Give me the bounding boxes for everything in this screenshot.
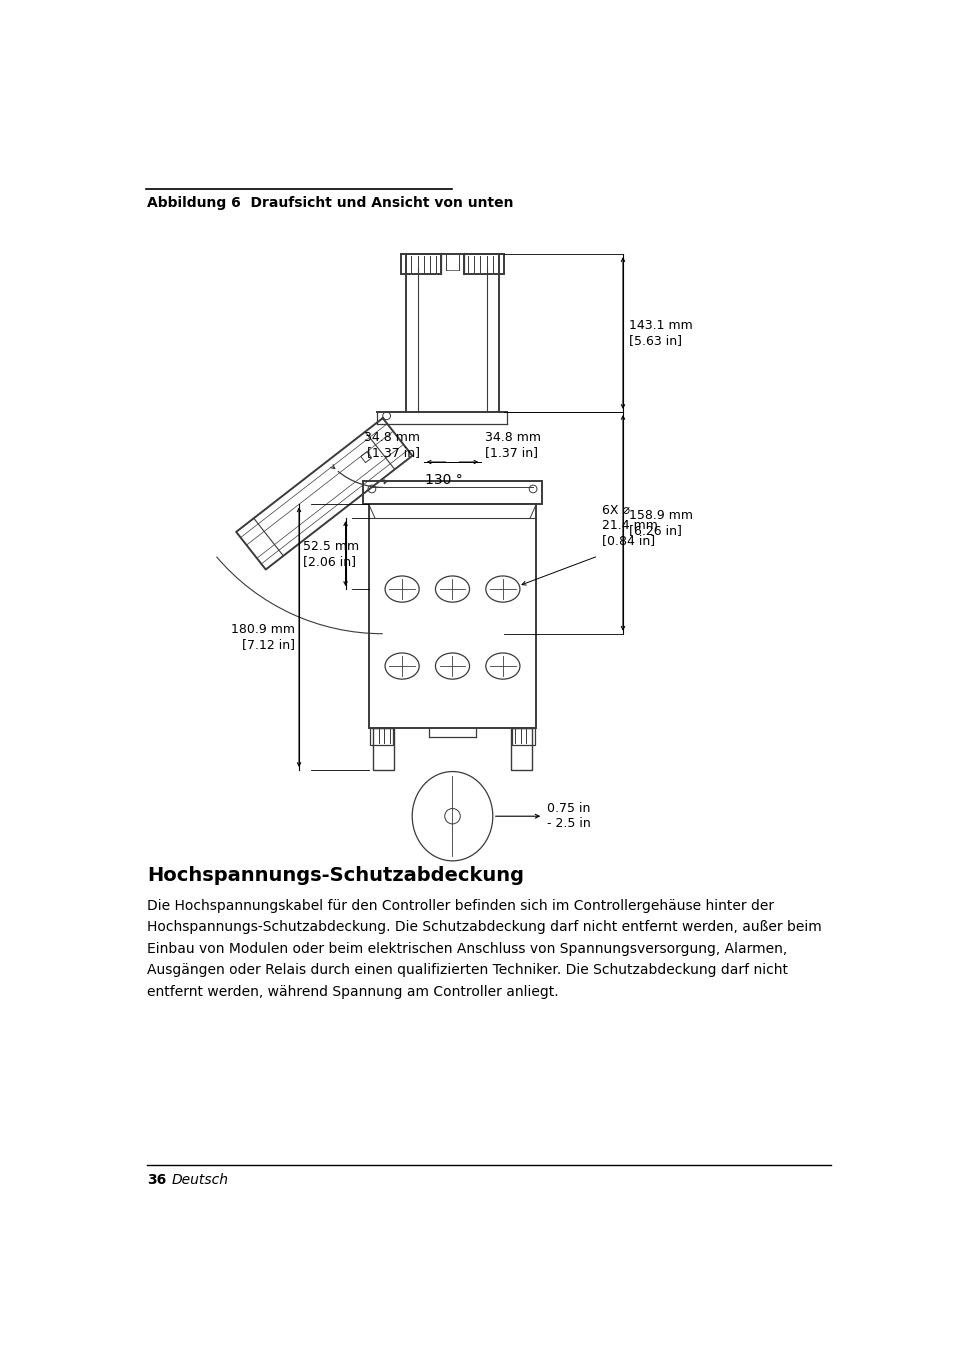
Bar [370,727,393,745]
Text: 130 °: 130 ° [425,473,462,486]
Text: 180.9 mm
[7.12 in]: 180.9 mm [7.12 in] [231,623,294,651]
Bar [512,727,534,745]
Text: Hochspannungs-Schutzabdeckung. Die Schutzabdeckung darf nicht entfernt werden, a: Hochspannungs-Schutzabdeckung. Die Schut… [147,921,821,934]
Bar [360,452,372,463]
Bar [510,727,532,770]
Text: 143.1 mm
[5.63 in]: 143.1 mm [5.63 in] [629,320,692,347]
Text: entfernt werden, während Spannung am Controller anliegt.: entfernt werden, während Spannung am Con… [147,984,558,999]
Text: 36: 36 [147,1173,166,1186]
Text: 0.75 in
- 2.5 in: 0.75 in - 2.5 in [546,802,590,830]
Bar [373,727,394,770]
Bar [369,504,536,727]
Bar [362,481,542,504]
Text: 34.8 mm
[1.37 in]: 34.8 mm [1.37 in] [484,431,540,459]
Text: 34.8 mm
[1.37 in]: 34.8 mm [1.37 in] [363,431,419,459]
Text: 52.5 mm
[2.06 in]: 52.5 mm [2.06 in] [303,540,358,567]
Text: Ausgängen oder Relais durch einen qualifizierten Techniker. Die Schutzabdeckung : Ausgängen oder Relais durch einen qualif… [147,963,787,978]
Text: Abbildung 6  Draufsicht und Ansicht von unten: Abbildung 6 Draufsicht und Ansicht von u… [147,196,513,210]
Text: 6X ⌀
21.4 mm
[0.84 in]: 6X ⌀ 21.4 mm [0.84 in] [601,504,658,547]
Text: Deutsch: Deutsch [172,1173,229,1186]
Bar [401,255,440,274]
Text: Hochspannungs-Schutzabdeckung: Hochspannungs-Schutzabdeckung [147,867,523,886]
Bar [464,255,503,274]
Text: 158.9 mm
[6.26 in]: 158.9 mm [6.26 in] [629,509,693,536]
Text: Die Hochspannungskabel für den Controller befinden sich im Controllergehäuse hin: Die Hochspannungskabel für den Controlle… [147,899,774,913]
Text: Einbau von Modulen oder beim elektrischen Anschluss von Spannungsversorgung, Ala: Einbau von Modulen oder beim elektrische… [147,942,786,956]
